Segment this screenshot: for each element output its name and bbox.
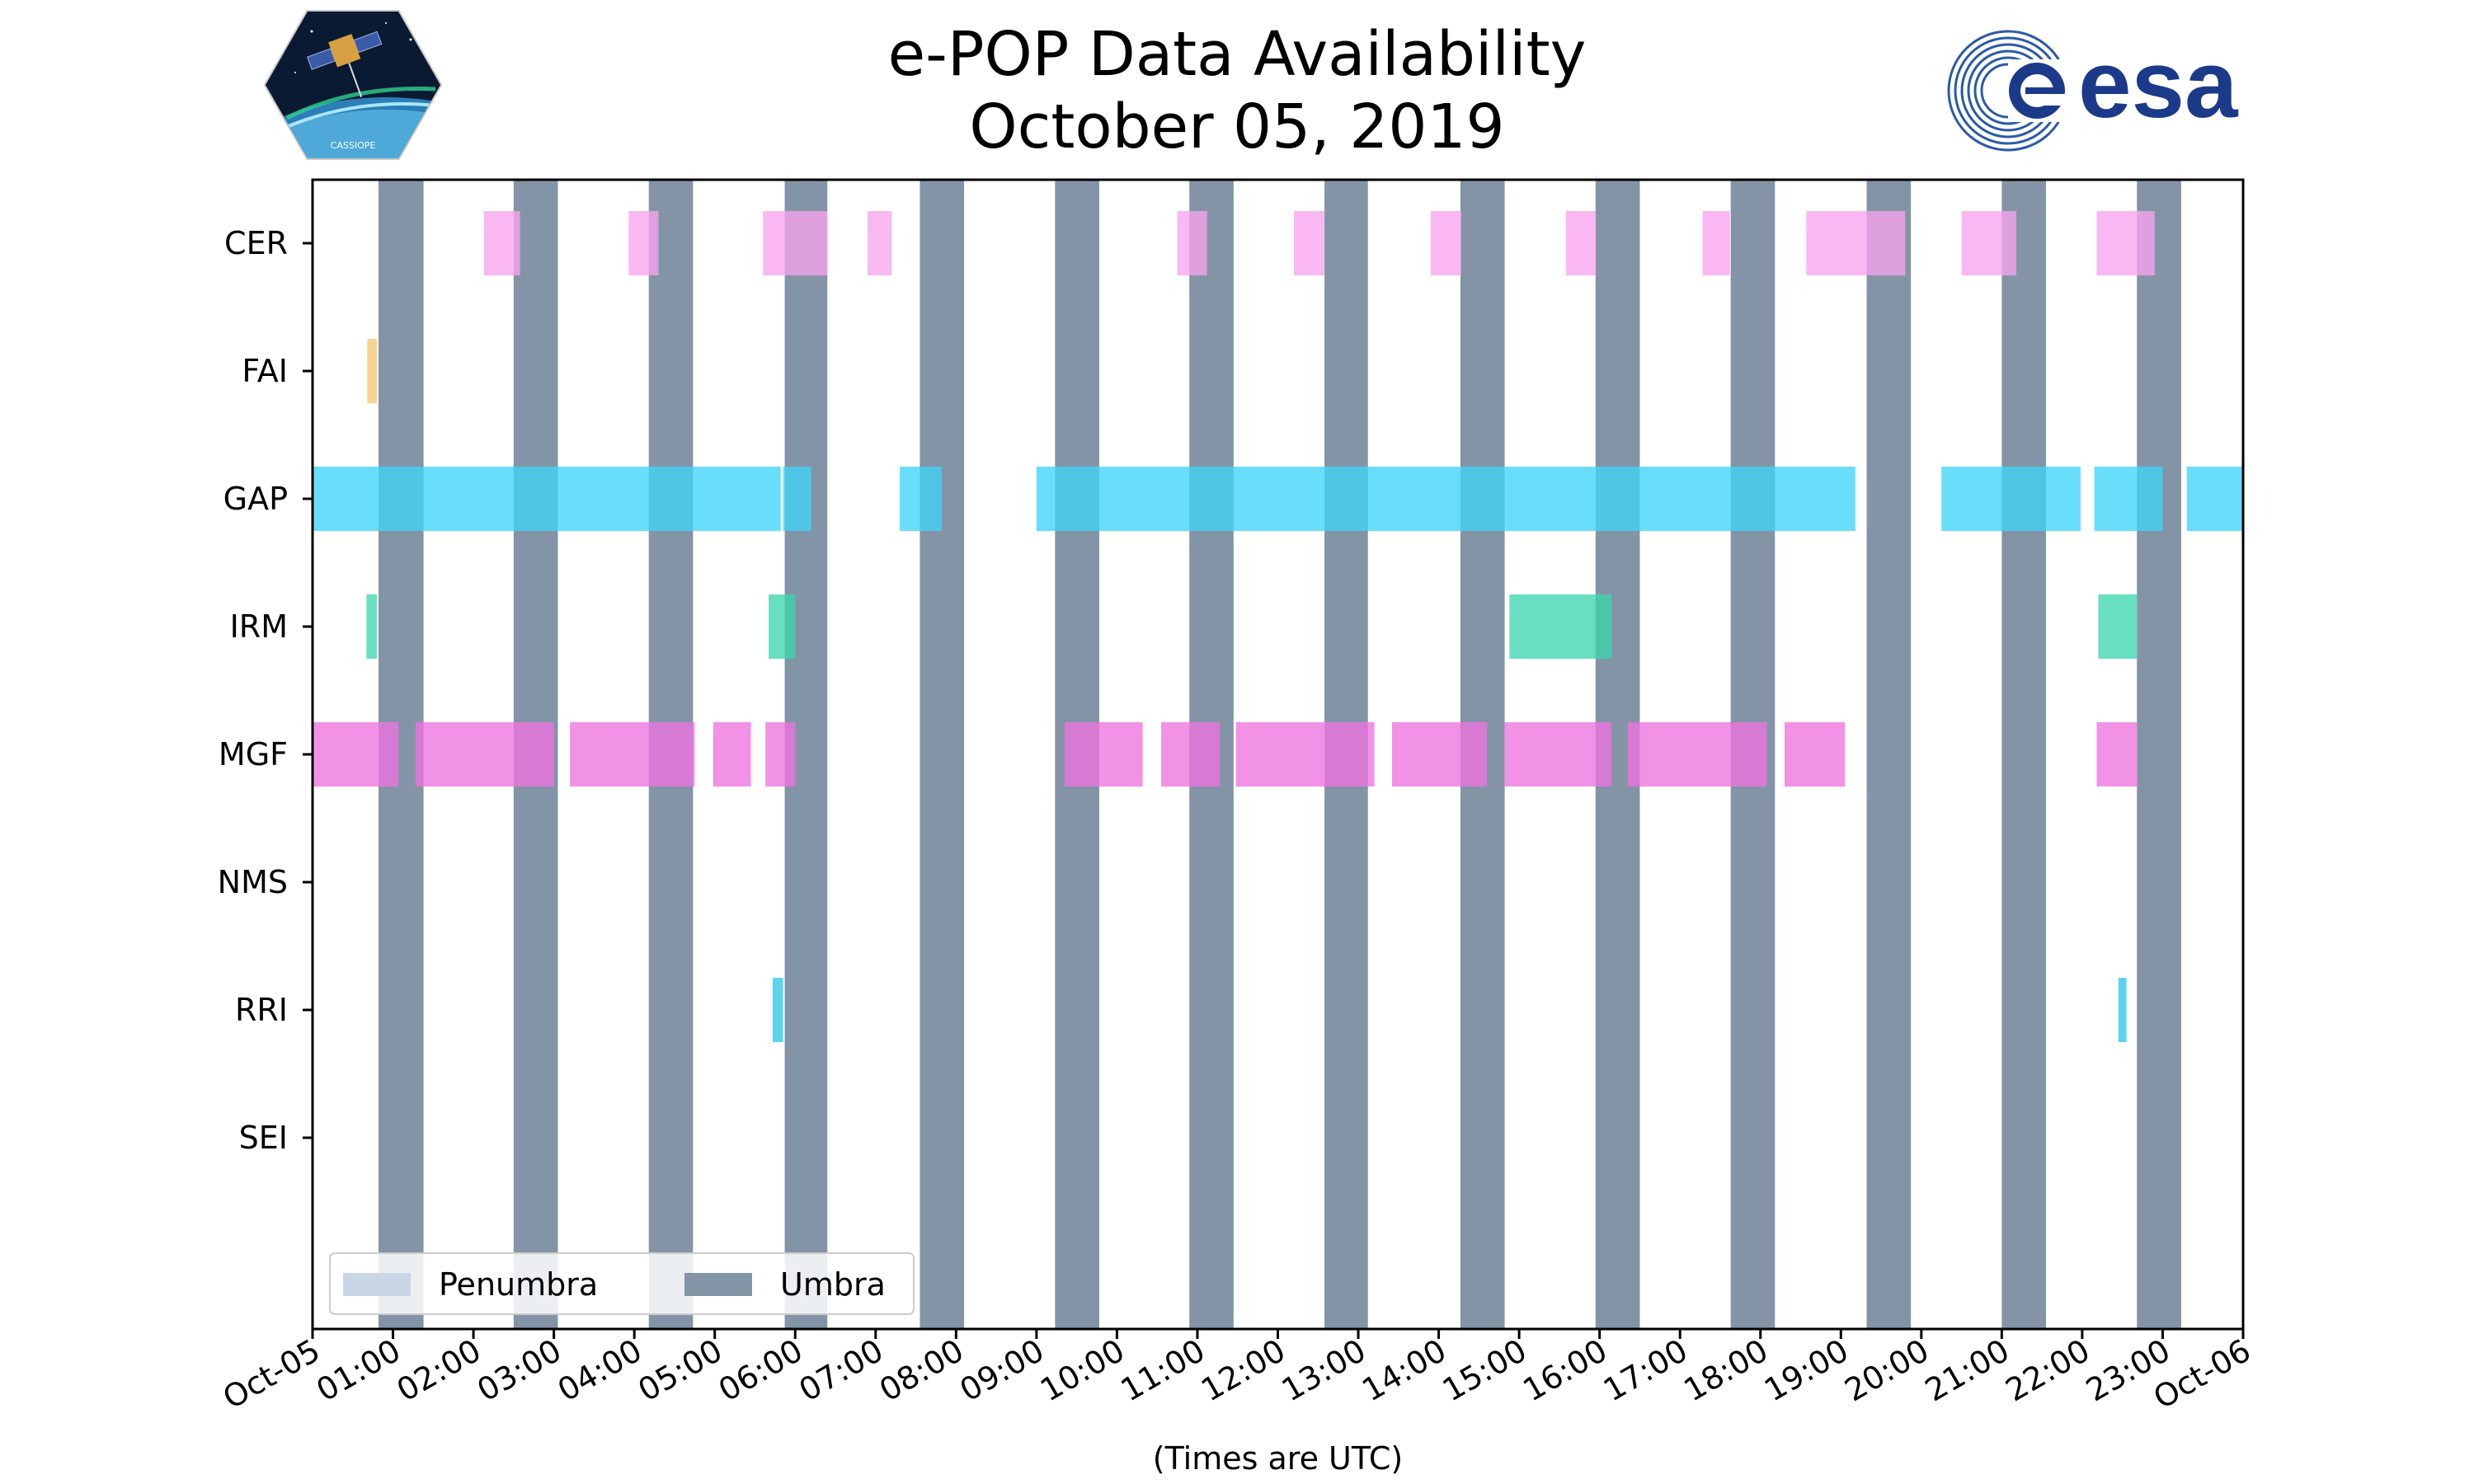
bar-fai [367, 339, 378, 403]
y-tick-label: IRM [230, 608, 288, 645]
chart-title: e-POP Data Availability October 05, 2019 [0, 18, 2474, 163]
y-tick-label: RRI [235, 992, 288, 1028]
bar-mgf [1627, 722, 1767, 787]
x-tick-label: 12:00 [1195, 1332, 1291, 1409]
bar-cer [2096, 211, 2155, 275]
y-tick-label: SEI [239, 1120, 288, 1156]
bar-mgf [415, 722, 554, 787]
umbra-band [2001, 180, 2047, 1329]
bar-cer [1177, 211, 1207, 275]
bar-mgf [1235, 722, 1375, 787]
x-tick-label: 22:00 [2000, 1332, 2096, 1409]
bar-cer [1702, 211, 1730, 275]
bar-irm [769, 594, 796, 659]
x-tick-label: 09:00 [954, 1332, 1051, 1409]
bar-cer [1430, 211, 1461, 275]
bar-mgf [713, 722, 751, 787]
x-tick-label: 11:00 [1115, 1332, 1211, 1409]
umbra-band [1866, 180, 1912, 1329]
instrument-bars [313, 211, 2243, 1042]
bar-mgf [2096, 722, 2138, 787]
y-tick-label: CER [224, 225, 288, 261]
bar-gap [313, 467, 781, 531]
y-tick-label: MGF [219, 736, 288, 773]
x-tick-label: 20:00 [1838, 1332, 1935, 1409]
y-tick-label: GAP [223, 481, 288, 517]
bar-mgf [1392, 722, 1488, 787]
legend-umbra-swatch [684, 1273, 752, 1296]
bar-irm [1509, 594, 1612, 659]
chart-subtitle-date: October 05, 2019 [969, 92, 1505, 162]
bar-irm [2098, 594, 2138, 659]
x-tick-label: 07:00 [793, 1332, 889, 1409]
cassiope-logo-text: CASSIOPE [331, 140, 376, 151]
x-tick-label: 14:00 [1356, 1332, 1452, 1409]
x-tick-label: 17:00 [1597, 1332, 1694, 1409]
x-tick-label: Oct-05 [217, 1332, 327, 1416]
bar-mgf [765, 722, 796, 787]
x-tick-label: 02:00 [391, 1332, 487, 1409]
bar-cer [763, 211, 828, 275]
x-tick-label: 19:00 [1758, 1332, 1855, 1409]
esa-emblem-icon [1947, 30, 2074, 152]
esa-logo: esa [1947, 30, 2239, 152]
bar-mgf [313, 722, 399, 787]
legend: Penumbra Umbra [329, 1252, 915, 1315]
x-tick-label: 15:00 [1437, 1332, 1533, 1409]
y-tick-label: FAI [242, 353, 288, 389]
x-tick-label: 08:00 [873, 1332, 970, 1409]
x-tick-label: 10:00 [1034, 1332, 1131, 1409]
y-axis: CER FAI GAP IRM MGF NMS RRI SEI [218, 225, 313, 1156]
bar-mgf [1065, 722, 1143, 787]
bar-cer [1294, 211, 1325, 275]
bar-mgf [1504, 722, 1612, 787]
bar-gap [1036, 467, 1856, 531]
x-tick-label: 06:00 [713, 1332, 809, 1409]
bar-mgf [570, 722, 695, 787]
bar-mgf [1785, 722, 1846, 787]
cassiope-logo: CASSIOPE [263, 10, 443, 160]
x-tick-label: 04:00 [552, 1332, 648, 1409]
bar-rri [772, 978, 783, 1042]
bar-gap [1941, 467, 2081, 531]
x-tick-label: 01:00 [310, 1332, 407, 1409]
legend-penumbra-label: Penumbra [439, 1266, 598, 1303]
x-tick-label: 21:00 [1919, 1332, 2015, 1409]
bar-gap [2094, 467, 2163, 531]
y-tick-label: NMS [218, 864, 288, 900]
umbra-band [920, 180, 965, 1329]
bar-cer [1961, 211, 2016, 275]
bar-cer [1806, 211, 1906, 275]
bar-mgf [1161, 722, 1221, 787]
esa-logo-text: esa [2078, 31, 2239, 138]
legend-umbra-label: Umbra [780, 1266, 886, 1303]
bar-gap [900, 467, 942, 531]
bar-cer [868, 211, 892, 275]
chart-title-line1: e-POP Data Availability [887, 19, 1587, 90]
umbra-band [2137, 180, 2181, 1329]
bar-gap [2186, 467, 2243, 531]
bar-cer [483, 211, 520, 275]
bar-rri [2118, 978, 2127, 1042]
x-tick-label: 16:00 [1517, 1332, 1613, 1409]
x-tick-label: 18:00 [1677, 1332, 1774, 1409]
x-tick-label: 03:00 [471, 1332, 567, 1409]
x-axis: Oct-0501:0002:0003:0004:0005:0006:0007:0… [217, 1329, 2257, 1416]
bar-cer [1565, 211, 1596, 275]
bar-cer [628, 211, 659, 275]
bar-gap [783, 467, 811, 531]
legend-box [329, 1252, 915, 1315]
bar-irm [366, 594, 378, 659]
x-axis-label: (Times are UTC) [1153, 1440, 1403, 1477]
x-tick-label: 05:00 [632, 1332, 728, 1409]
x-tick-label: 13:00 [1276, 1332, 1372, 1409]
legend-penumbra-swatch [343, 1273, 411, 1296]
